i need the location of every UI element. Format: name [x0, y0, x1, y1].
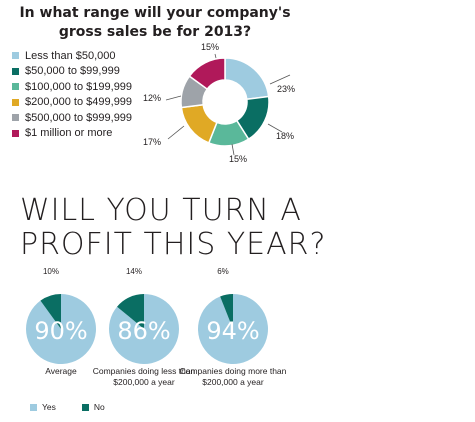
profit-pie-less: 86% 14%: [109, 267, 179, 364]
legend-item: $50,000 to $99,999: [12, 64, 132, 80]
donut-label: 12%: [143, 93, 161, 103]
legend-swatch: [81, 403, 89, 411]
leader-line: [267, 123, 283, 133]
donut-slice: [180, 103, 218, 144]
legend-label: $500,000 to $999,999: [25, 111, 133, 124]
leader-line: [167, 125, 185, 140]
profit-pie-more: 94% 6%: [198, 267, 268, 364]
leader-line: [231, 143, 235, 156]
legend-swatch: [30, 403, 37, 411]
pie-yes-label: 86%: [117, 317, 170, 345]
legend-swatch: [12, 83, 19, 91]
legend-item: Less than $50,000: [12, 48, 132, 64]
chart-title: In what range will your company's gross …: [19, 5, 291, 40]
pie-caption-more: Companies doing more than $200,000 a yea…: [179, 366, 287, 387]
legend-label: $100,000 to $199,999: [25, 80, 133, 93]
legend-item: $200,000 to $499,999: [12, 95, 132, 111]
legend-label: $1 million or more: [25, 127, 113, 140]
donut-label: 23%: [277, 84, 295, 94]
profit-legend: Yes No: [30, 402, 131, 412]
pie-slice-no: [117, 294, 144, 329]
leader-line: [165, 95, 182, 101]
legend-label: No: [93, 402, 105, 412]
profit-pie-average: 90% 10%: [25, 267, 97, 364]
pie-no-label: 10%: [43, 267, 59, 276]
pie-no-label: 6%: [217, 267, 229, 276]
legend-label: Less than $50,000: [25, 49, 116, 62]
legend-item-yes: Yes: [30, 402, 56, 412]
legend-item-no: No: [81, 402, 105, 412]
pie-caption-less: Companies doing less than $200,000 a yea…: [92, 366, 196, 387]
donut-label: 15%: [201, 42, 219, 52]
donut-label: 15%: [229, 154, 247, 164]
donut-slice: [188, 57, 226, 91]
pie-slice-yes: [25, 294, 97, 364]
legend-item: $1 million or more: [12, 126, 132, 142]
legend-label: $200,000 to $499,999: [25, 96, 133, 109]
legend-swatch: [12, 67, 19, 75]
leader-line: [269, 74, 291, 85]
legend-item: $100,000 to $199,999: [12, 79, 132, 95]
legend-swatch: [12, 52, 19, 60]
pie-yes-label: 94%: [206, 317, 259, 345]
pie-no-label: 14%: [126, 267, 142, 276]
sales-legend: Less than $50,000 $50,000 to $99,999 $10…: [12, 48, 132, 141]
legend-swatch: [12, 98, 19, 106]
pie-slice-no: [40, 294, 61, 329]
legend-swatch: [12, 114, 19, 122]
legend-label: $50,000 to $99,999: [25, 65, 120, 78]
pie-slice-no: [220, 294, 233, 329]
legend-swatch: [12, 129, 19, 137]
donut-slice: [224, 57, 270, 101]
legend-item: $500,000 to $999,999: [12, 110, 132, 126]
leader-line: [214, 53, 217, 59]
legend-label: Yes: [42, 402, 56, 412]
sales-donut-chart: 23% 18% 15% 17% 12% 15%: [143, 42, 295, 164]
donut-label: 17%: [143, 137, 161, 147]
profit-title: WILL YOU TURN A PROFIT THIS YEAR?: [20, 193, 327, 262]
donut-label: 18%: [276, 131, 294, 141]
pie-yes-label: 90%: [34, 317, 87, 345]
pie-caption-average: Average: [45, 366, 77, 376]
